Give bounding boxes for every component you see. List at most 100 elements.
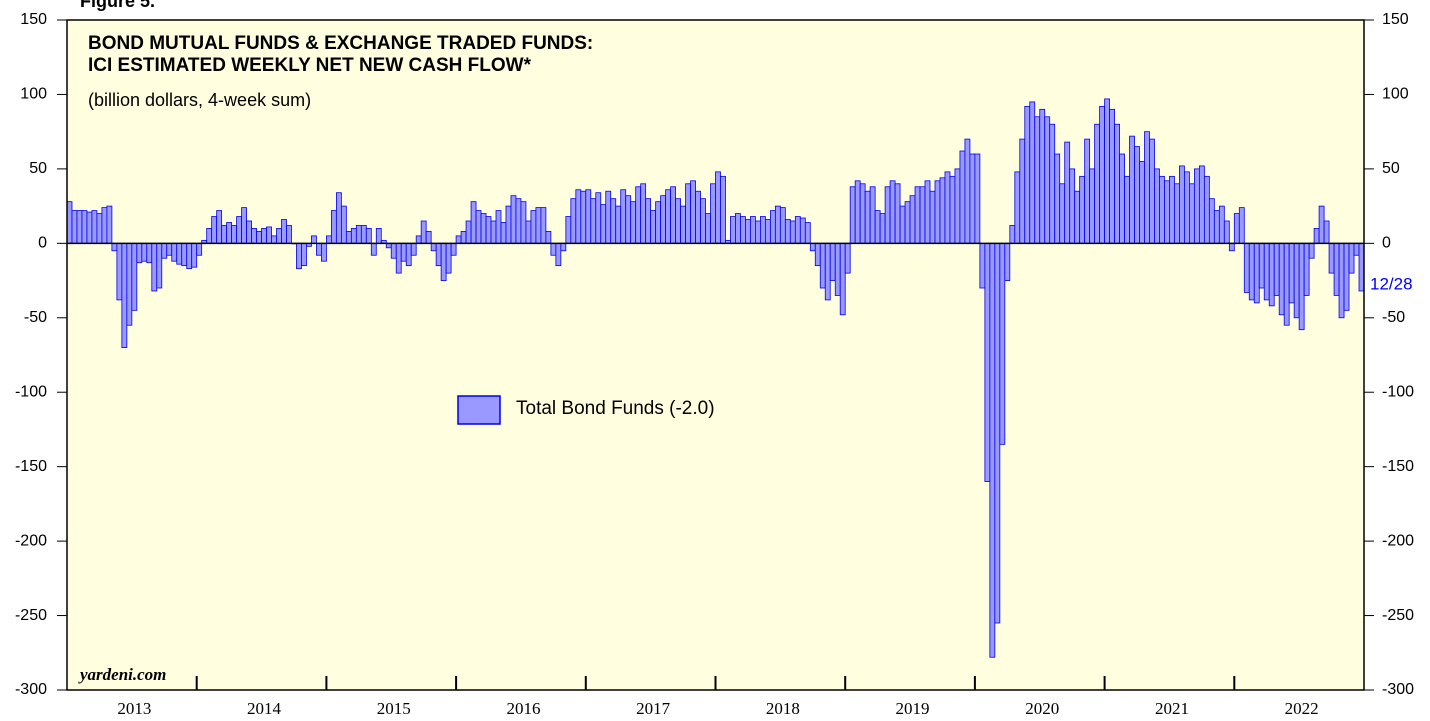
bar [580,190,587,244]
bar [645,198,652,244]
bar [1323,220,1330,244]
y-tick-label: 0 [38,235,47,252]
bar [296,242,302,270]
bar [874,210,881,244]
y2-tick-label: 50 [1382,160,1400,177]
bar [1179,165,1185,244]
bar [365,228,372,244]
bar [879,213,886,244]
bar [181,242,188,267]
chart-subtitle: (billion dollars, 4-week sum) [88,90,311,110]
bar [146,242,153,264]
bar [340,205,347,244]
bar [859,183,866,244]
bar [101,207,108,244]
bar [1218,205,1225,244]
bar [116,242,123,301]
bar [540,207,547,244]
bar [1069,168,1076,244]
bar [136,242,143,264]
bar [620,189,627,244]
bar [1084,138,1091,244]
bar [96,213,103,244]
figure-label: Figure 5. [80,0,155,11]
bar [251,228,257,244]
bar [784,219,791,244]
bar [211,216,218,244]
bar [1174,183,1180,244]
bar [226,222,233,244]
bar [615,205,622,244]
bar [1208,198,1215,244]
bar [465,220,472,244]
bar [1228,242,1235,252]
bar [675,198,681,244]
bar [1318,205,1325,244]
bar [111,242,118,252]
bar [1014,171,1021,244]
bar [884,186,891,244]
bar [1298,242,1305,331]
annotation: 12/28 [1370,274,1413,293]
bar [939,177,946,244]
bar [824,242,831,301]
bar [1293,242,1300,319]
bar [91,210,98,244]
bar [266,226,272,244]
bar [281,219,287,244]
bar [989,242,996,658]
y-tick-label: -300 [15,681,47,698]
bar [560,242,567,252]
bar [1283,242,1290,326]
x-tick-label: 2017 [636,699,671,718]
bar [1144,131,1150,244]
bar [1029,101,1036,244]
bar [854,180,861,244]
chart-title: BOND MUTUAL FUNDS & EXCHANGE TRADED FUND… [88,33,593,54]
bar [1004,242,1011,281]
bar [450,242,457,256]
bar [715,171,721,244]
bar [565,216,572,244]
bar [460,231,467,244]
bar [1248,242,1255,301]
bar [71,210,78,244]
bar [206,228,213,244]
x-tick-label: 2021 [1155,699,1189,718]
bar [395,242,402,274]
bar [1193,168,1200,244]
bar [949,175,956,244]
bar [600,204,607,244]
bar [1258,242,1265,289]
bar [1164,180,1170,244]
bar [1039,108,1046,244]
bar [1343,242,1350,311]
x-tick-label: 2020 [1025,699,1059,718]
bar [151,242,158,292]
bar [1338,242,1345,319]
x-tick-label: 2019 [896,699,930,718]
bar [690,180,696,244]
bar [455,235,462,244]
y2-tick-label: 150 [1382,11,1409,28]
x-tick-label: 2016 [506,699,540,718]
bar [301,242,307,267]
bar [640,183,647,244]
bar [276,228,282,244]
chart-title: ICI ESTIMATED WEEKLY NET NEW CASH FLOW* [88,55,532,76]
bar [1263,242,1270,301]
bar [335,192,342,244]
bar [485,216,492,244]
bar [156,242,163,289]
bar [1094,123,1101,244]
bar [375,228,382,244]
bar [984,242,991,482]
bar [1203,175,1210,244]
bar [959,150,966,244]
bar [740,216,746,244]
y-tick-label: -150 [15,458,47,475]
bar [730,216,736,244]
bar [979,242,986,289]
bar [610,198,617,244]
y2-tick-label: -50 [1382,309,1405,326]
